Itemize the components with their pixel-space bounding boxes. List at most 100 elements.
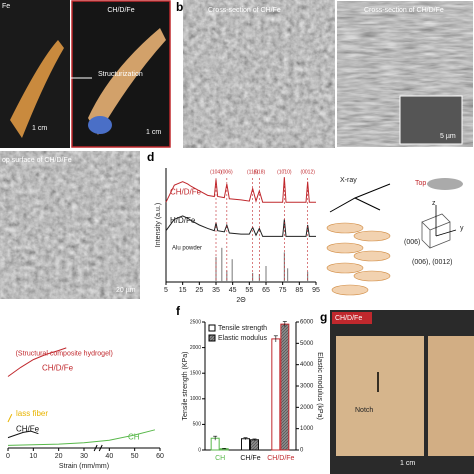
peak-label: (116) bbox=[247, 169, 259, 175]
y2-axis-label: Elastic modulus (kPa) bbox=[316, 352, 323, 420]
x-axis-label: 2Θ bbox=[236, 297, 246, 304]
panel-label: g bbox=[320, 310, 327, 324]
bar bbox=[280, 323, 290, 451]
series-line bbox=[7, 430, 39, 439]
x-tick-label: 45 bbox=[229, 287, 237, 294]
x-tick-label: 60 bbox=[156, 453, 164, 460]
scale: 5 µm bbox=[440, 133, 456, 140]
label: Notch bbox=[355, 407, 373, 414]
series-line bbox=[165, 177, 316, 203]
y2-tick-label: 0 bbox=[300, 448, 304, 454]
legend-label: CH/D/Fe bbox=[170, 187, 202, 196]
y-axis-label: Tensile strength (KPa) bbox=[182, 352, 189, 421]
x-tick-label: 75 bbox=[279, 287, 287, 294]
label: (006), (0012) bbox=[412, 259, 452, 266]
error-bar bbox=[252, 438, 257, 441]
x-tick-label: 40 bbox=[105, 453, 113, 460]
sample bbox=[336, 336, 424, 456]
peak-label: (10̄10) bbox=[277, 169, 292, 175]
legend-label: Tensile strength bbox=[218, 325, 267, 332]
legend-label: CH bbox=[128, 433, 140, 442]
axis-break bbox=[93, 444, 103, 452]
label: Top bbox=[415, 180, 426, 187]
title: Cross-section of CH/D/Fe bbox=[364, 7, 444, 14]
series-line bbox=[7, 429, 156, 446]
legend-label: lass fiber bbox=[16, 409, 48, 418]
label: z bbox=[432, 200, 436, 207]
y-tick-label: 2500 bbox=[190, 319, 201, 325]
label: y bbox=[460, 225, 464, 232]
title: op surface of CH/D/Fe bbox=[2, 157, 72, 164]
sample bbox=[428, 336, 474, 456]
legend-swatch bbox=[208, 324, 216, 332]
schematic bbox=[326, 178, 463, 296]
y-tick-label: 1000 bbox=[190, 396, 201, 402]
series-line bbox=[165, 215, 316, 237]
label: (006) bbox=[404, 239, 420, 246]
x-tick-label: 10 bbox=[29, 453, 37, 460]
sem-image bbox=[183, 0, 335, 148]
legend-label: CH/Fe bbox=[16, 425, 40, 434]
peak-label: (104) bbox=[210, 169, 222, 175]
x-tick-label: 5 bbox=[164, 287, 168, 294]
label-bg bbox=[332, 312, 372, 324]
y2-tick-label: 4000 bbox=[300, 362, 314, 368]
x-tick-label: 15 bbox=[179, 287, 187, 294]
series-line bbox=[7, 413, 13, 423]
error-bar bbox=[282, 321, 287, 327]
title: CH/D/Fe bbox=[335, 315, 362, 322]
bar bbox=[250, 439, 259, 451]
series-line bbox=[7, 347, 67, 377]
x-tick-label: 30 bbox=[80, 453, 88, 460]
error-bar bbox=[222, 447, 227, 450]
label: Fe bbox=[2, 3, 10, 10]
peak-label: (006) bbox=[221, 169, 233, 175]
x-tick-label: 65 bbox=[262, 287, 270, 294]
y2-tick-label: 2000 bbox=[300, 405, 314, 411]
panel-label: b bbox=[176, 0, 183, 14]
x-tick-label: 55 bbox=[245, 287, 253, 294]
y-tick-label: 1500 bbox=[190, 371, 201, 377]
x-tick-label: 95 bbox=[312, 287, 320, 294]
x-axis-label: Strain (mm/mm) bbox=[59, 463, 109, 470]
x-tick-label: 25 bbox=[195, 287, 203, 294]
scale: 20 µm bbox=[116, 287, 136, 294]
annotation: (Structural composite hydrogel) bbox=[16, 351, 113, 358]
x-tick-label: CH/Fe bbox=[240, 455, 260, 462]
scale: 1 cm bbox=[32, 125, 47, 132]
y-tick-label: 2000 bbox=[190, 345, 201, 351]
error-bar bbox=[243, 437, 248, 440]
label: X-ray bbox=[340, 177, 357, 184]
peak-label: (018) bbox=[253, 169, 265, 175]
legend-label: Alu powder bbox=[172, 245, 202, 251]
inset bbox=[399, 95, 463, 145]
panel-label: d bbox=[147, 150, 154, 164]
x-tick-label: 35 bbox=[212, 287, 220, 294]
y2-tick-label: 3000 bbox=[300, 384, 314, 390]
arrow-label: Structurization bbox=[98, 71, 143, 78]
bar bbox=[271, 338, 281, 451]
error-bar bbox=[213, 435, 218, 441]
sample bbox=[10, 40, 64, 138]
x-tick-label: 20 bbox=[55, 453, 63, 460]
glove bbox=[88, 116, 112, 134]
legend-label: CH/D/Fe bbox=[42, 364, 74, 373]
legend-swatch bbox=[208, 334, 216, 342]
y-tick-label: 500 bbox=[193, 422, 202, 428]
scale: 1 cm bbox=[400, 460, 415, 467]
x-tick-label: CH/D/Fe bbox=[267, 455, 294, 462]
bar bbox=[241, 438, 250, 451]
title: Cross-section of CH/Fe bbox=[208, 7, 281, 14]
error-bar bbox=[273, 335, 278, 342]
panel-label: f bbox=[176, 304, 181, 318]
x-tick-label: 0 bbox=[6, 453, 10, 460]
scale: 1 cm bbox=[146, 129, 161, 136]
y2-tick-label: 5000 bbox=[300, 341, 314, 347]
y-tick-label: 0 bbox=[198, 447, 201, 453]
label: CH/D/Fe bbox=[107, 7, 134, 14]
legend-label: H/D/Fe bbox=[170, 216, 196, 225]
y2-tick-label: 6000 bbox=[300, 320, 314, 326]
x-tick-label: 85 bbox=[295, 287, 303, 294]
x-tick-label: CH bbox=[215, 455, 225, 462]
